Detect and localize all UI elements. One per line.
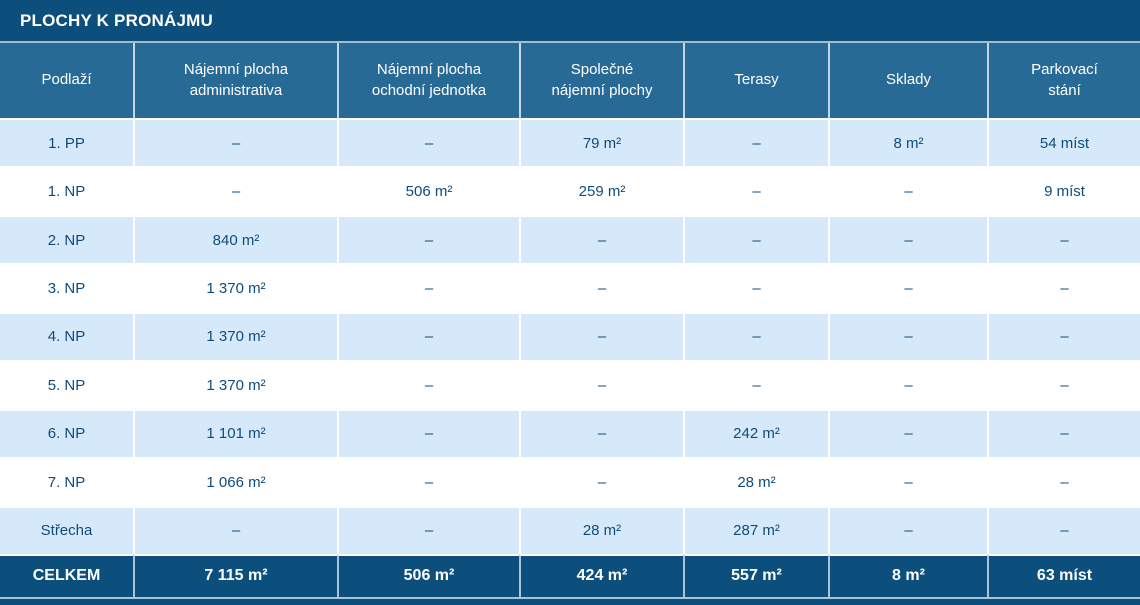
- table-cell: 287 m²: [683, 505, 828, 554]
- table-cell: –: [519, 360, 683, 409]
- table-cell: –: [828, 263, 987, 312]
- total-row-label: CELKEM: [0, 553, 133, 597]
- total-cell: 8 m²: [828, 553, 987, 597]
- table-cell: –: [519, 408, 683, 458]
- column-header-terasy: Terasy: [683, 43, 828, 118]
- table-cell: 54 míst: [987, 118, 1140, 167]
- table-cell: –: [828, 214, 987, 264]
- table-cell: 840 m²: [133, 214, 337, 264]
- table-cell: 242 m²: [683, 408, 828, 458]
- table-cell: –: [987, 311, 1140, 361]
- table-cell: 28 m²: [683, 457, 828, 506]
- table-cell: –: [683, 360, 828, 409]
- table-cell: –: [337, 263, 519, 312]
- table-cell: –: [337, 408, 519, 458]
- table-cell: 259 m²: [519, 166, 683, 215]
- table-cell: –: [987, 360, 1140, 409]
- column-header-najemni-plocha-ochodni-jednotka: Nájemní plocha ochodní jednotka: [337, 43, 519, 118]
- row-label: 1. NP: [0, 166, 133, 215]
- table-title: PLOCHY K PRONÁJMU: [0, 0, 1140, 41]
- table-cell: –: [337, 118, 519, 167]
- bottom-bar: [0, 599, 1140, 605]
- table-cell: –: [337, 360, 519, 409]
- table-cell: –: [683, 214, 828, 264]
- table-cell: –: [133, 118, 337, 167]
- table-cell: –: [519, 457, 683, 506]
- table-cell: 1 101 m²: [133, 408, 337, 458]
- total-cell: 424 m²: [519, 553, 683, 597]
- table-cell: 1 370 m²: [133, 263, 337, 312]
- table-cell: –: [133, 505, 337, 554]
- table-cell: –: [133, 166, 337, 215]
- row-label: 5. NP: [0, 360, 133, 409]
- table-cell: –: [828, 166, 987, 215]
- row-label: 2. NP: [0, 214, 133, 264]
- table-cell: 9 míst: [987, 166, 1140, 215]
- column-header-najemni-plocha-administrativa: Nájemní plocha administrativa: [133, 43, 337, 118]
- total-cell: 557 m²: [683, 553, 828, 597]
- table-cell: –: [828, 360, 987, 409]
- table-cell: 1 066 m²: [133, 457, 337, 506]
- table-cell: –: [337, 311, 519, 361]
- row-label: Střecha: [0, 505, 133, 554]
- rental-areas-table: Podlaží Nájemní plocha administrativa Ná…: [0, 43, 1140, 597]
- column-header-podlazi: Podlaží: [0, 43, 133, 118]
- table-cell: –: [519, 263, 683, 312]
- table-cell: –: [337, 505, 519, 554]
- table-cell: –: [683, 311, 828, 361]
- column-header-sklady: Sklady: [828, 43, 987, 118]
- table-cell: 1 370 m²: [133, 360, 337, 409]
- row-label: 4. NP: [0, 311, 133, 361]
- table-cell: –: [987, 505, 1140, 554]
- table-cell: –: [987, 457, 1140, 506]
- table-cell: –: [683, 166, 828, 215]
- table-cell: 8 m²: [828, 118, 987, 167]
- row-label: 7. NP: [0, 457, 133, 506]
- table-cell: –: [337, 457, 519, 506]
- table-cell: –: [987, 263, 1140, 312]
- table-cell: –: [987, 214, 1140, 264]
- table-cell: –: [828, 311, 987, 361]
- row-label: 3. NP: [0, 263, 133, 312]
- table-cell: 79 m²: [519, 118, 683, 167]
- table-cell: –: [828, 457, 987, 506]
- total-cell: 506 m²: [337, 553, 519, 597]
- table-cell: 28 m²: [519, 505, 683, 554]
- table-cell: –: [337, 214, 519, 264]
- table-cell: 506 m²: [337, 166, 519, 215]
- row-label: 6. NP: [0, 408, 133, 458]
- table-cell: –: [683, 263, 828, 312]
- table-cell: –: [519, 311, 683, 361]
- total-cell: 63 míst: [987, 553, 1140, 597]
- table-cell: –: [519, 214, 683, 264]
- table-cell: –: [987, 408, 1140, 458]
- table-cell: –: [683, 118, 828, 167]
- column-header-spolecne-najemni-plochy: Společné nájemní plochy: [519, 43, 683, 118]
- table-cell: –: [828, 505, 987, 554]
- column-header-parkovaci-stani: Parkovací stání: [987, 43, 1140, 118]
- table-cell: 1 370 m²: [133, 311, 337, 361]
- footer-separator: [0, 597, 1140, 599]
- row-label: 1. PP: [0, 118, 133, 167]
- table-cell: –: [828, 408, 987, 458]
- total-cell: 7 115 m²: [133, 553, 337, 597]
- title-separator: [0, 41, 1140, 43]
